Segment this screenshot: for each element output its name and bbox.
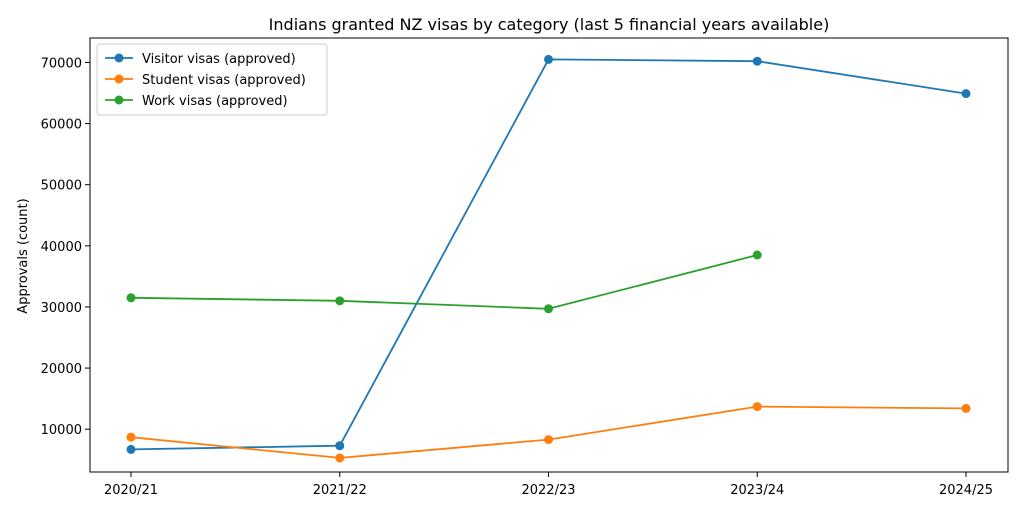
work-data-point <box>335 296 345 306</box>
y-tick-label: 70000 <box>41 56 82 71</box>
plot-area: 2020/21 2021/22 2022/23 2023/24 2024/25 10000… <box>41 37 1009 498</box>
visitor-series-line <box>130 58 967 451</box>
visitor-data-point <box>752 56 762 66</box>
work-legend-label: Work visas (approved) <box>142 94 288 109</box>
legend: Visitor visas (approved) Student visas (a… <box>96 43 328 116</box>
work-data-point <box>544 304 553 314</box>
chart-title: Indians granted NZ visas by category (la… <box>269 15 830 34</box>
student-legend-marker <box>114 74 124 84</box>
visitor-data-point <box>126 444 136 454</box>
visitor-legend-marker <box>114 53 124 63</box>
visitor-data-point <box>335 441 345 451</box>
legend-box <box>96 43 328 116</box>
x-tick-label: 2024/25 <box>939 483 993 498</box>
work-data-point <box>752 250 762 260</box>
student-data-point <box>126 432 136 442</box>
student-data-point <box>544 435 553 445</box>
student-series-line <box>130 405 967 459</box>
x-tick-label: 2022/23 <box>521 483 575 498</box>
visitor-data-point <box>544 54 553 64</box>
work-legend-marker <box>114 95 124 105</box>
y-tick-label: 40000 <box>41 240 82 255</box>
visitor-legend-label: Visitor visas (approved) <box>142 52 296 67</box>
student-data-point <box>335 453 345 463</box>
y-axis-title: Approvals (count) <box>16 198 31 313</box>
x-tick-label: 2020/21 <box>104 483 158 498</box>
visitor-data-point <box>961 89 971 99</box>
student-data-point <box>752 402 762 412</box>
student-data-point <box>961 403 971 413</box>
y-tick-label: 20000 <box>41 362 82 377</box>
y-tick-label: 30000 <box>41 301 82 316</box>
y-tick-label: 50000 <box>41 179 82 194</box>
work-series-line <box>130 254 758 310</box>
student-legend-label: Student visas (approved) <box>142 73 306 88</box>
work-data-point <box>126 293 136 303</box>
x-tick-label: 2021/22 <box>313 483 367 498</box>
y-tick-label: 60000 <box>41 118 82 133</box>
x-tick-label: 2023/24 <box>730 483 784 498</box>
y-tick-label: 10000 <box>41 423 82 438</box>
